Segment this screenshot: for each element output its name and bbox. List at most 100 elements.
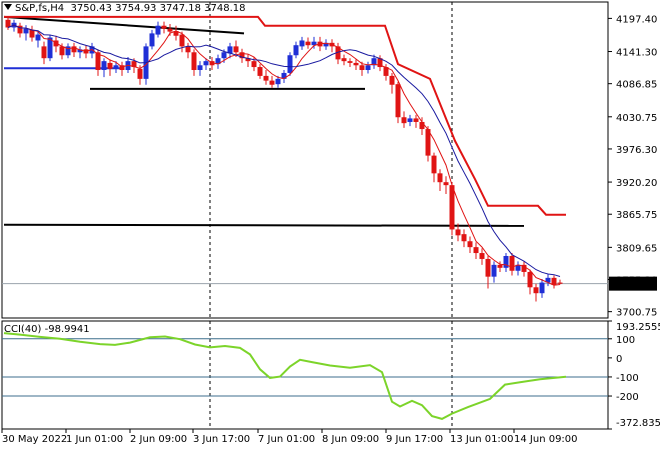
candle-body — [101, 61, 107, 70]
candle-body — [479, 253, 485, 259]
candle-body — [311, 41, 317, 46]
candle-body — [155, 25, 161, 35]
candle-body — [23, 28, 29, 34]
dropdown-triangle-icon[interactable] — [4, 4, 12, 10]
descending-trendline — [3, 15, 245, 35]
price-pane-frame — [1, 1, 609, 319]
horizontal-level-line — [3, 223, 525, 227]
price-axis-label: 3865.75 — [616, 210, 657, 221]
time-axis-label: 7 Jun 01:00 — [258, 434, 315, 445]
candle-body — [233, 46, 239, 53]
cci-axis-label: -200 — [616, 392, 639, 403]
candle-body — [167, 28, 173, 32]
candle-body — [533, 287, 539, 294]
candle-body — [365, 65, 371, 70]
candle-body — [203, 61, 209, 66]
candle-body — [539, 282, 545, 294]
candle-body — [353, 62, 359, 66]
candle-body — [389, 75, 395, 85]
candle-body — [65, 46, 71, 56]
candle-body — [371, 58, 377, 66]
high-value: 3754.93 — [115, 3, 157, 14]
price-axis-label: 3920.20 — [616, 178, 657, 189]
candle-body — [119, 65, 125, 70]
candle-body — [497, 264, 503, 268]
candle-body — [425, 129, 431, 156]
slow-moving-average-line — [7, 24, 561, 277]
time-axis-label: 30 May 2022 — [2, 434, 67, 445]
candle-body — [185, 46, 191, 53]
candle-body — [275, 78, 281, 85]
candle-body — [161, 25, 167, 29]
time-axis-label: 8 Jun 09:00 — [322, 434, 379, 445]
candle-body — [113, 65, 119, 69]
chart-header: S&P,fs,H4 3750.43 3754.93 3747.18 3748.1… — [4, 3, 246, 14]
indicator-header: CCI(40) -98.9941 — [4, 324, 90, 335]
indicator-pane-frame — [1, 320, 609, 430]
time-axis-label: 1 Jun 01:00 — [66, 434, 123, 445]
candle-body — [245, 58, 251, 62]
candle-body — [521, 264, 527, 272]
candle-body — [557, 282, 563, 284]
candle-body — [299, 40, 305, 47]
candle-body — [173, 31, 179, 36]
candle-body — [215, 58, 221, 65]
candle-body — [95, 52, 101, 70]
open-value: 3750.43 — [70, 3, 112, 14]
time-axis-label: 14 Jun 09:00 — [514, 434, 578, 445]
candle-body — [335, 46, 341, 60]
time-axis-label: 3 Jun 17:00 — [193, 434, 250, 445]
candle-body — [281, 72, 287, 79]
cci-axis-label: -100 — [616, 373, 639, 384]
cci-axis-label: 0 — [616, 354, 622, 365]
candle-body — [191, 52, 197, 70]
trailing-resistance-line — [4, 15, 566, 216]
candle-body — [305, 41, 311, 46]
candle-body — [17, 25, 23, 34]
candle-body — [413, 118, 419, 122]
candle-body — [401, 117, 407, 124]
candle-body — [29, 29, 35, 38]
price-axis-label: 4141.30 — [616, 48, 657, 59]
candle-body — [467, 241, 473, 248]
candle-body — [77, 49, 83, 53]
candle-body — [5, 19, 11, 28]
candle-body — [41, 46, 47, 59]
candle-body — [323, 42, 329, 47]
price-axis-label: 4030.75 — [616, 113, 657, 124]
price-axis-label: 3809.65 — [616, 243, 657, 254]
candle-body — [149, 33, 155, 47]
candle-body — [407, 118, 413, 122]
candle-body — [179, 34, 185, 47]
candle-body — [443, 182, 449, 186]
candle-body — [503, 256, 509, 268]
price-axis-label: 3976.30 — [616, 145, 657, 156]
candle-body — [455, 229, 461, 236]
candle-body — [131, 61, 137, 68]
candle-body — [509, 256, 515, 271]
candle-body — [551, 277, 557, 285]
candle-body — [395, 84, 401, 118]
fast-moving-average-line — [7, 24, 561, 286]
candle-body — [59, 46, 65, 56]
cci-axis-label: -372.8351 — [616, 418, 660, 429]
indicator-value: -98.9941 — [44, 324, 90, 335]
candle-body — [491, 264, 497, 277]
low-value: 3747.18 — [159, 3, 201, 14]
candle-body — [71, 46, 77, 53]
time-axis-label: 2 Jun 09:00 — [130, 434, 187, 445]
candle-body — [263, 75, 269, 81]
price-axis-label: 3700.75 — [616, 308, 657, 319]
candle-body — [431, 155, 437, 174]
candle-body — [419, 121, 425, 130]
price-axis-label: 4197.40 — [616, 14, 657, 25]
candle-body — [449, 185, 455, 230]
candle-body — [257, 67, 263, 76]
candle-body — [515, 264, 521, 271]
cci-axis-label: 100 — [616, 335, 635, 346]
candle-body — [269, 80, 275, 85]
candle-body — [437, 173, 443, 183]
indicator-name: CCI(40) — [4, 324, 42, 335]
candle-body — [35, 34, 41, 41]
